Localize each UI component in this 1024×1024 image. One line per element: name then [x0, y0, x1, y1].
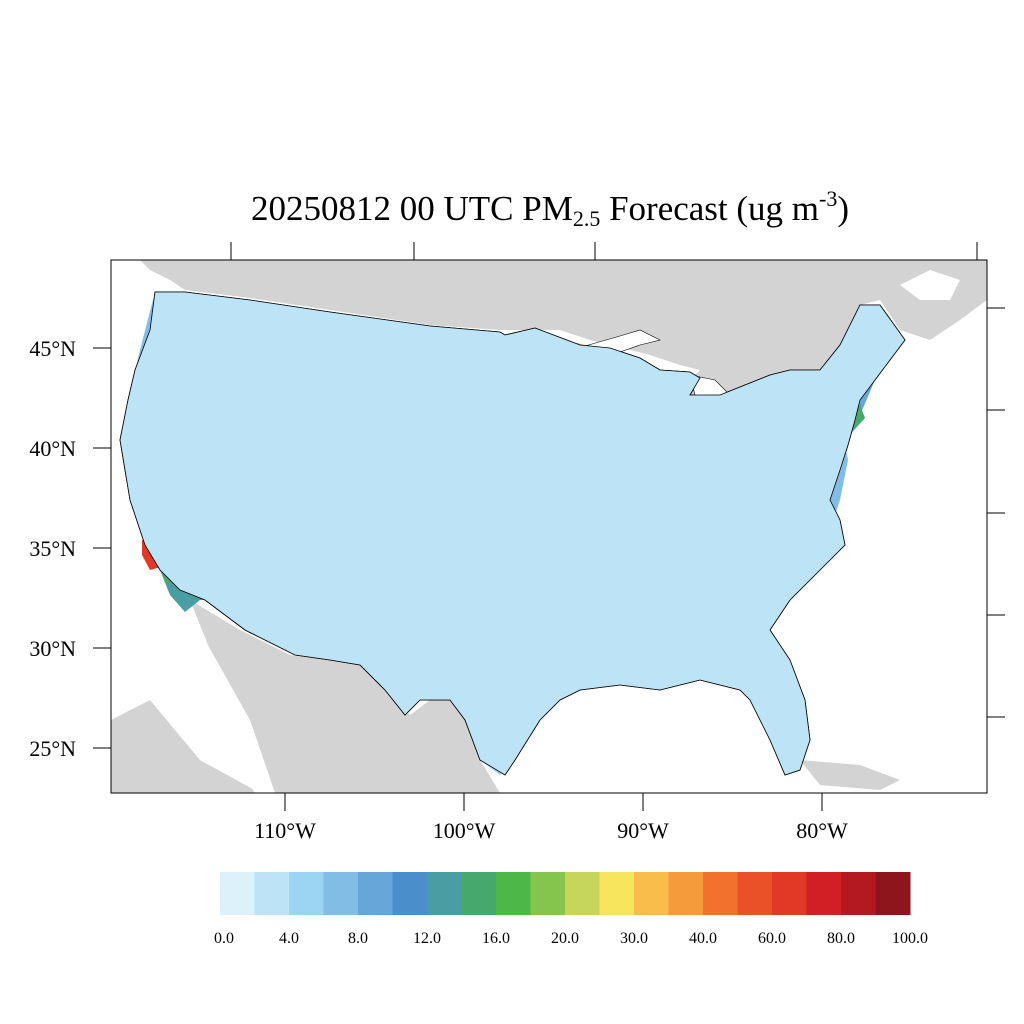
colorbar-swatch [427, 872, 462, 915]
colorbar-swatch [806, 872, 842, 915]
lat-label: 35°N [29, 536, 76, 561]
lat-label: 30°N [29, 636, 76, 661]
colorbar-swatch [875, 872, 911, 915]
colorbar-label: 4.0 [279, 930, 299, 947]
colorbar-label: 30.0 [620, 930, 648, 947]
right-ticks [987, 307, 1005, 718]
latitude-axis: 45°N 40°N 35°N 30°N 25°N [29, 336, 111, 761]
colorbar-label: 60.0 [758, 930, 786, 947]
top-ticks [230, 242, 978, 260]
colorbar-swatch [668, 872, 704, 915]
colorbar-label: 0.0 [214, 930, 234, 947]
lon-label: 110°W [254, 818, 316, 843]
colorbar-swatch [289, 872, 324, 915]
colorbar-label: 20.0 [551, 930, 579, 947]
lat-label: 40°N [29, 436, 76, 461]
colorbar-label: 80.0 [827, 930, 855, 947]
colorbar-swatch [358, 872, 393, 915]
title-close: ) [837, 189, 850, 228]
colorbar: 0.0 4.0 8.0 12.0 16.0 20.0 30.0 40.0 60.0 80.0 100… [214, 872, 928, 947]
colorbar-label: 40.0 [689, 930, 717, 947]
title-species-subscript: 2.5 [572, 206, 601, 231]
colorbar-swatch [599, 872, 635, 915]
lat-label: 25°N [29, 736, 76, 761]
lon-label: 90°W [617, 818, 669, 843]
colorbar-label: 100.0 [892, 930, 928, 947]
colorbar-swatch [703, 872, 738, 915]
map-title: 20250812 00 UTC PM2.5 Forecast (ug m-3) [0, 186, 1024, 232]
lat-label: 45°N [29, 336, 76, 361]
cuba-land [800, 760, 900, 790]
colorbar-swatch [841, 872, 876, 915]
title-suffix: Forecast (ug m [609, 189, 820, 228]
colorbar-label: 8.0 [348, 930, 368, 947]
colorbar-swatch [772, 872, 807, 915]
canada-land [140, 260, 987, 420]
colorbar-swatch [530, 872, 566, 915]
colorbar-label: 16.0 [482, 930, 510, 947]
lon-label: 100°W [433, 818, 496, 843]
title-unit-superscript: -3 [819, 186, 838, 211]
colorbar-swatch [323, 872, 359, 915]
colorbar-swatch [565, 872, 600, 915]
longitude-axis: 110°W 100°W 90°W 80°W [254, 793, 848, 843]
map-plot-area [111, 260, 987, 793]
colorbar-swatch [254, 872, 290, 915]
title-date: 20250812 00 UTC [250, 189, 514, 228]
colorbar-swatch [220, 872, 255, 915]
colorbar-swatch [496, 872, 531, 915]
lon-label: 80°W [796, 818, 848, 843]
gulf-water [190, 640, 275, 793]
colorbar-swatch [737, 872, 773, 915]
colorbar-swatch [461, 872, 497, 915]
colorbar-label: 12.0 [413, 930, 441, 947]
mexico-land [111, 600, 500, 793]
colorbar-swatch [634, 872, 669, 915]
canada-islands [900, 270, 960, 300]
plot-frame [110, 259, 988, 794]
colorbar-swatch [392, 872, 428, 915]
title-species: PM [522, 189, 573, 228]
